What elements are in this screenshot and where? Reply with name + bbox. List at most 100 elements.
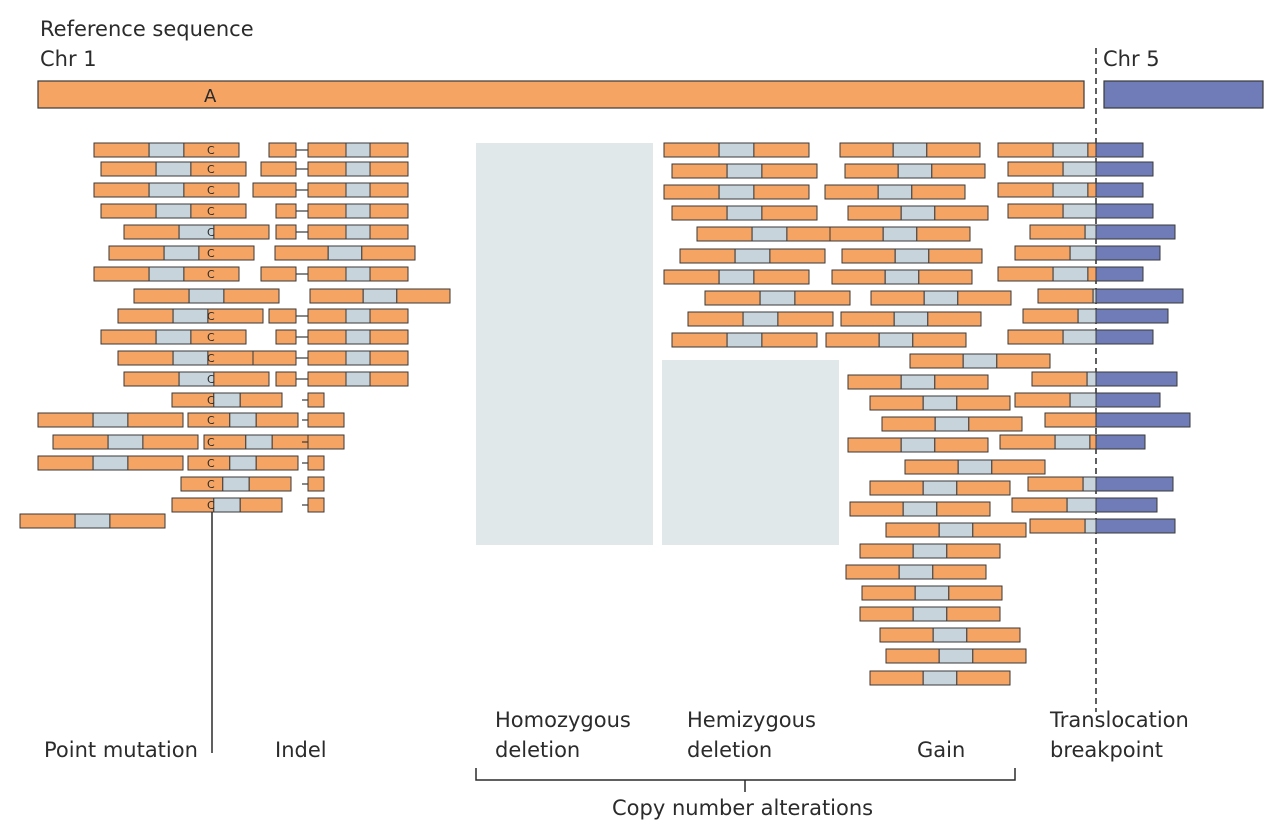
gain-region-read-end [840,311,895,327]
reference-base-label: A [204,86,217,107]
gain-region-read-end [972,648,1027,664]
hemizygous-region-read-middle [742,311,779,327]
gain-region-read-middle [912,606,948,622]
translocation-read-chr5-part [1095,392,1161,408]
mutated-base-label: C [207,184,215,197]
point-mutation-read-middle [155,161,192,177]
point-mutation-read-middle [163,245,200,261]
translocation-read-end [1029,224,1086,240]
translocation-read-middle [1062,329,1099,345]
point-mutation-read-end [239,497,283,513]
hemizygous-region-read-middle [718,269,755,285]
gain-region-read-end [879,627,934,643]
gain-region-read-middle [893,311,929,327]
indel-read-right-end [307,350,347,366]
hemizygous-region-read-middle [718,142,755,158]
read-middle [92,455,129,471]
gain-label: Gain [917,738,966,762]
translocation-read-end [997,266,1054,282]
indel-read-left [252,182,297,198]
indel-read-left [260,266,297,282]
gain-region-read-middle [923,290,959,306]
point-mutation-read-middle [213,392,241,408]
point-mutation-read-end [93,142,150,158]
hemizygous-region-read-end [671,163,728,179]
read-middle [74,513,111,529]
gain-region-read-middle [900,437,936,453]
hemizygous-region-read-middle [726,332,763,348]
copy-number-alterations-label: Copy number alterations [612,796,874,820]
translocation-read-chr5-part [1095,203,1154,219]
indel-read-right [307,497,325,513]
translocation-read-chr5-part [1095,434,1146,450]
indel-read-right-end [307,182,347,198]
mutated-base-label: C [207,457,215,470]
translocation-read-chr5-part [1095,476,1174,492]
translocation-label-line2: breakpoint [1050,738,1164,762]
translocation-read-chr5-part [1095,518,1176,534]
read-end [19,513,76,529]
gain-region-read-middle [957,459,993,475]
gain-region-read-middle [882,226,918,242]
hemizygous-region-read-end [777,311,834,327]
translocation-read-chr5-part [1095,182,1144,198]
point-mutation-read-end [100,203,157,219]
hemizygous-region-read-end [663,184,720,200]
translocation-read-chr5-part [1095,245,1161,261]
gain-region-read-end [918,269,973,285]
translocation-read-end [1011,497,1068,513]
hemizygous-deletion-region [662,360,839,545]
gain-region-read-end [911,184,966,200]
hemizygous-region-read-end [663,269,720,285]
gain-region-read-middle [894,248,930,264]
gain-region-read-end [869,670,924,686]
translocation-read-end [1014,392,1071,408]
indel-read-right-end [369,161,409,177]
gain-region-read-end [825,332,880,348]
gain-region-read-end [847,205,902,221]
indel-read-right-middle [345,266,371,282]
chr1-label: Chr 1 [40,47,97,71]
indel-read-left [275,224,297,240]
gain-region-read-middle [922,480,958,496]
indel-read-right-middle [345,161,371,177]
indel-read-left [275,329,297,345]
gain-region-read-middle [938,522,974,538]
hemizygous-region-read-end [704,290,761,306]
point-mutation-read-middle [148,266,185,282]
gain-region-read-end [849,501,904,517]
point-mutation-read-middle [245,434,273,450]
reference-sequence-title: Reference sequence [40,17,254,41]
hemizygous-region-read-middle [734,248,771,264]
gain-region-read-middle [934,416,970,432]
gain-region-read-end [869,395,924,411]
translocation-read-middle [1052,142,1089,158]
mutated-base-label: C [207,226,215,239]
gain-region-read-end [869,480,924,496]
chr5-label: Chr 5 [1103,47,1160,71]
point-mutation-read-end [100,329,157,345]
translocation-read-end [1007,161,1064,177]
gain-region-read-end [928,248,983,264]
point-mutation-read-middle [148,142,185,158]
indel-read-right-end [307,329,347,345]
gain-region-read-end [927,311,982,327]
indel-read-right-end [369,308,409,324]
hemizygous-region-read-end [794,290,851,306]
hemizygous-region-read-end [753,142,810,158]
point-mutation-read-end [180,476,224,492]
indel-read-right-end [307,308,347,324]
indel-read-right-middle [345,142,371,158]
gain-region-read-end [847,437,902,453]
read-end [109,513,166,529]
gain-region-read-middle [932,627,968,643]
translocation-read-end [1087,182,1097,198]
point-mutation-label: Point mutation [44,738,198,762]
point-mutation-read-end [117,350,174,366]
mutated-base-label: C [207,373,215,386]
indel-read-left [275,371,297,387]
gain-region-read-end [966,627,1021,643]
gain-region-read-end [909,353,964,369]
gain-region-read-end [859,606,914,622]
hemizygous-region-read-middle [751,226,788,242]
